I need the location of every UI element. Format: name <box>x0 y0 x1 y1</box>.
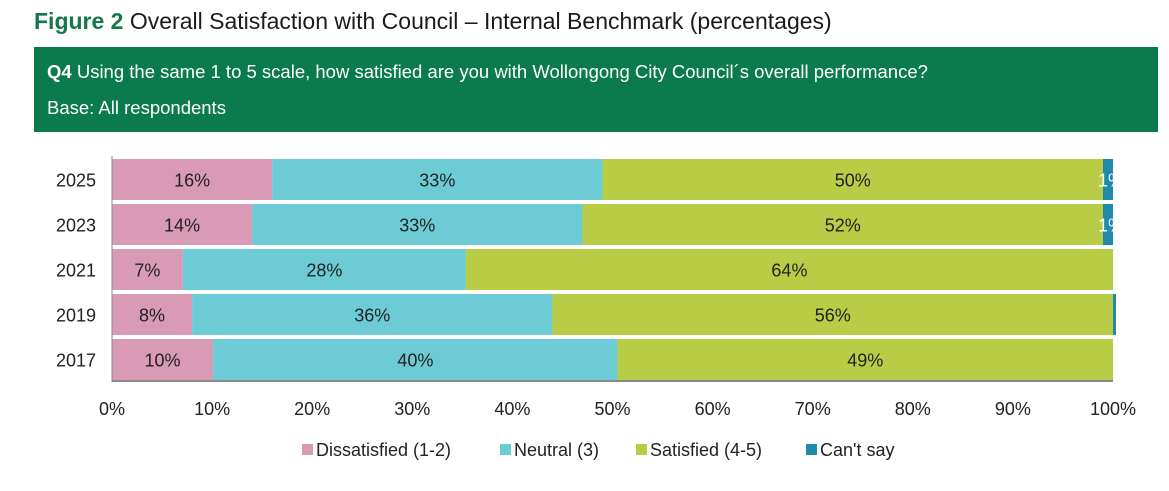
x-tick-label: 100% <box>1090 399 1136 419</box>
x-tick-label: 70% <box>795 399 831 419</box>
figure-number: Figure 2 <box>34 8 124 34</box>
bar-segment <box>552 294 1113 335</box>
bar-segment <box>1102 204 1113 245</box>
bar-segment <box>1102 159 1113 200</box>
bar-segment <box>112 249 183 290</box>
data-label: 33% <box>399 216 435 236</box>
question: Q4 Using the same 1 to 5 scale, how sati… <box>47 61 928 83</box>
data-label: 33% <box>419 171 455 191</box>
bar-segment <box>213 339 618 380</box>
data-label: 1% <box>1098 216 1124 236</box>
x-tick-label: 80% <box>895 399 931 419</box>
data-label: 56% <box>815 306 851 326</box>
category-label: 2017 <box>56 351 96 371</box>
question-base: Base: All respondents <box>47 97 226 118</box>
data-label: 49% <box>847 351 883 371</box>
data-label: 64% <box>771 261 807 281</box>
data-label: 8% <box>139 306 165 326</box>
data-label: 14% <box>164 216 200 236</box>
bar-segment <box>112 294 193 335</box>
legend-swatch <box>302 444 313 455</box>
data-label: 28% <box>306 261 342 281</box>
figure-title: Figure 2 Overall Satisfaction with Counc… <box>34 8 832 35</box>
figure-title-text: Overall Satisfaction with Council – Inte… <box>129 8 832 34</box>
legend-swatch <box>806 444 817 455</box>
bar-segment <box>112 339 214 380</box>
legend-label: Satisfied (4-5) <box>650 440 762 460</box>
bar-segment <box>465 249 1113 290</box>
bar-segment <box>602 159 1103 200</box>
legend-label: Neutral (3) <box>514 440 599 460</box>
bar-segment <box>272 159 603 200</box>
data-label: 10% <box>145 351 181 371</box>
x-tick-label: 20% <box>294 399 330 419</box>
x-tick-label: 0% <box>99 399 125 419</box>
bar-segment <box>617 339 1113 380</box>
x-tick-label: 60% <box>695 399 731 419</box>
bar-segment <box>182 249 466 290</box>
x-tick-label: 90% <box>995 399 1031 419</box>
bar-segment <box>1113 294 1117 335</box>
question-box: Q4 Using the same 1 to 5 scale, how sati… <box>34 47 1158 132</box>
x-tick-label: 30% <box>394 399 430 419</box>
bar-segment <box>252 204 583 245</box>
data-label: 7% <box>134 261 160 281</box>
category-label: 2021 <box>56 261 96 281</box>
data-label: 1% <box>1098 171 1124 191</box>
bar-segment <box>192 294 553 335</box>
question-label: Q4 <box>47 61 72 82</box>
legend-swatch <box>500 444 511 455</box>
bar-segment <box>112 204 253 245</box>
legend-label: Can't say <box>820 440 894 460</box>
x-tick-label: 40% <box>494 399 530 419</box>
category-label: 2025 <box>56 171 96 191</box>
legend-swatch <box>636 444 647 455</box>
data-label: 50% <box>835 171 871 191</box>
bar-segment <box>112 159 273 200</box>
legend-label: Dissatisfied (1-2) <box>316 440 451 460</box>
data-label: 16% <box>174 171 210 191</box>
data-label: 40% <box>397 351 433 371</box>
x-tick-label: 10% <box>194 399 230 419</box>
data-label: 36% <box>354 306 390 326</box>
bar-segment <box>582 204 1103 245</box>
x-tick-label: 50% <box>594 399 630 419</box>
category-label: 2023 <box>56 216 96 236</box>
category-label: 2019 <box>56 306 96 326</box>
data-label: 52% <box>825 216 861 236</box>
question-text: Using the same 1 to 5 scale, how satisfi… <box>76 61 928 82</box>
